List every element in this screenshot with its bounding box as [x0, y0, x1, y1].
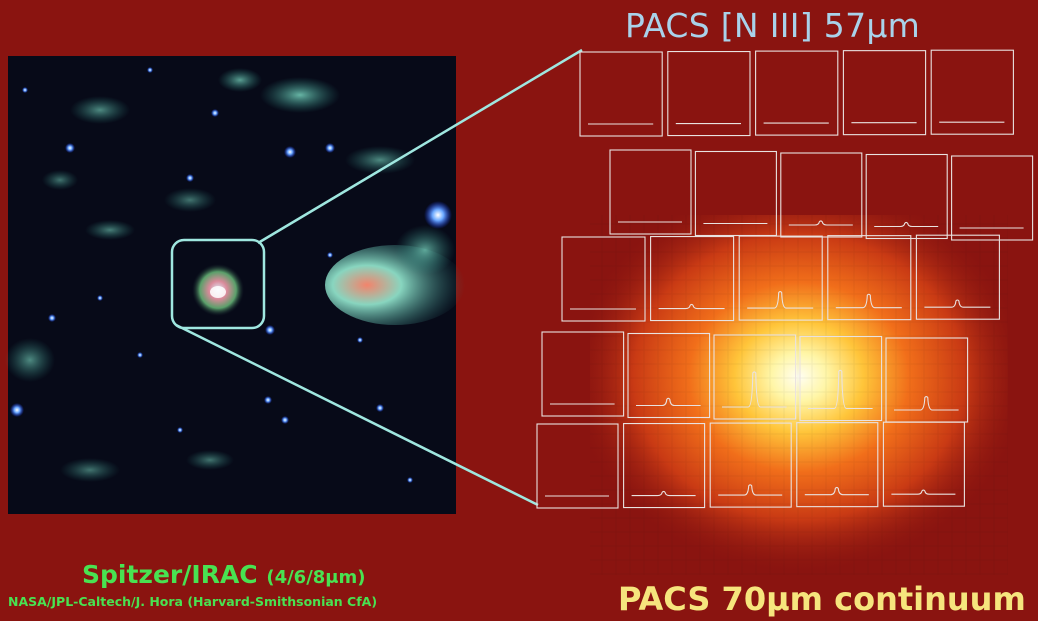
spaxel-spectrum [631, 490, 696, 497]
zoom-indicator [170, 48, 583, 507]
spaxel-spectrum [835, 293, 902, 309]
spaxel-cell [627, 332, 711, 419]
spaxel-spectrum [636, 397, 701, 407]
irac-title-bands: (4/6/8μm) [266, 567, 366, 588]
spaxel-cell [930, 49, 1014, 135]
spaxel-cell [755, 50, 839, 136]
spaxel-cell [799, 335, 883, 422]
spaxel-spectrum [808, 369, 873, 410]
spaxel-cell [541, 331, 625, 417]
irac-image [5, 56, 465, 514]
spaxel-spectrum [718, 484, 783, 496]
spaxel-cell [865, 153, 948, 240]
image-credit: NASA/JPL-Caltech/J. Hora (Harvard-Smiths… [8, 594, 378, 609]
spaxel-cell [780, 152, 863, 238]
spaxel-cell [796, 422, 879, 508]
spaxel-cell [827, 235, 912, 321]
spaxel-cell [738, 235, 823, 321]
spaxel-cell [915, 234, 1000, 320]
spaxel-cell [650, 236, 735, 322]
spaxel-cell [561, 236, 646, 322]
spaxel-cell [623, 422, 706, 509]
spaxel-cell [713, 334, 797, 420]
continuum-heatmap [590, 215, 1008, 575]
spaxel-cell [709, 422, 792, 508]
spaxel-cell [694, 150, 777, 237]
spaxel-cell [536, 423, 619, 509]
spaxel-cell [667, 50, 751, 137]
spaxel-spectrum [722, 371, 787, 408]
spaxel-spectrum [894, 396, 959, 411]
irac-title: Spitzer/IRAC (4/6/8μm) [82, 560, 366, 589]
spaxel-spectrum [924, 299, 991, 308]
pacs-line-title: PACS [N III] 57μm [625, 6, 921, 45]
spaxel-spectrum [874, 221, 939, 228]
spaxel-cell [951, 155, 1034, 241]
spaxel-spectrum [788, 220, 853, 226]
spaxel-spectrum [658, 303, 725, 310]
spaxel-spectrum [747, 291, 814, 309]
irac-title-main: Spitzer/IRAC [82, 560, 258, 589]
spaxel-spectrum [804, 486, 869, 496]
pacs-continuum-title: PACS 70μm continuum [618, 580, 1026, 618]
spaxel-cell [609, 149, 692, 235]
spaxel-grid [536, 49, 1034, 509]
spaxel-cell [842, 50, 927, 136]
spaxel-cell [579, 51, 663, 137]
spaxel-cell [882, 421, 965, 507]
spaxel-spectrum [891, 489, 956, 495]
